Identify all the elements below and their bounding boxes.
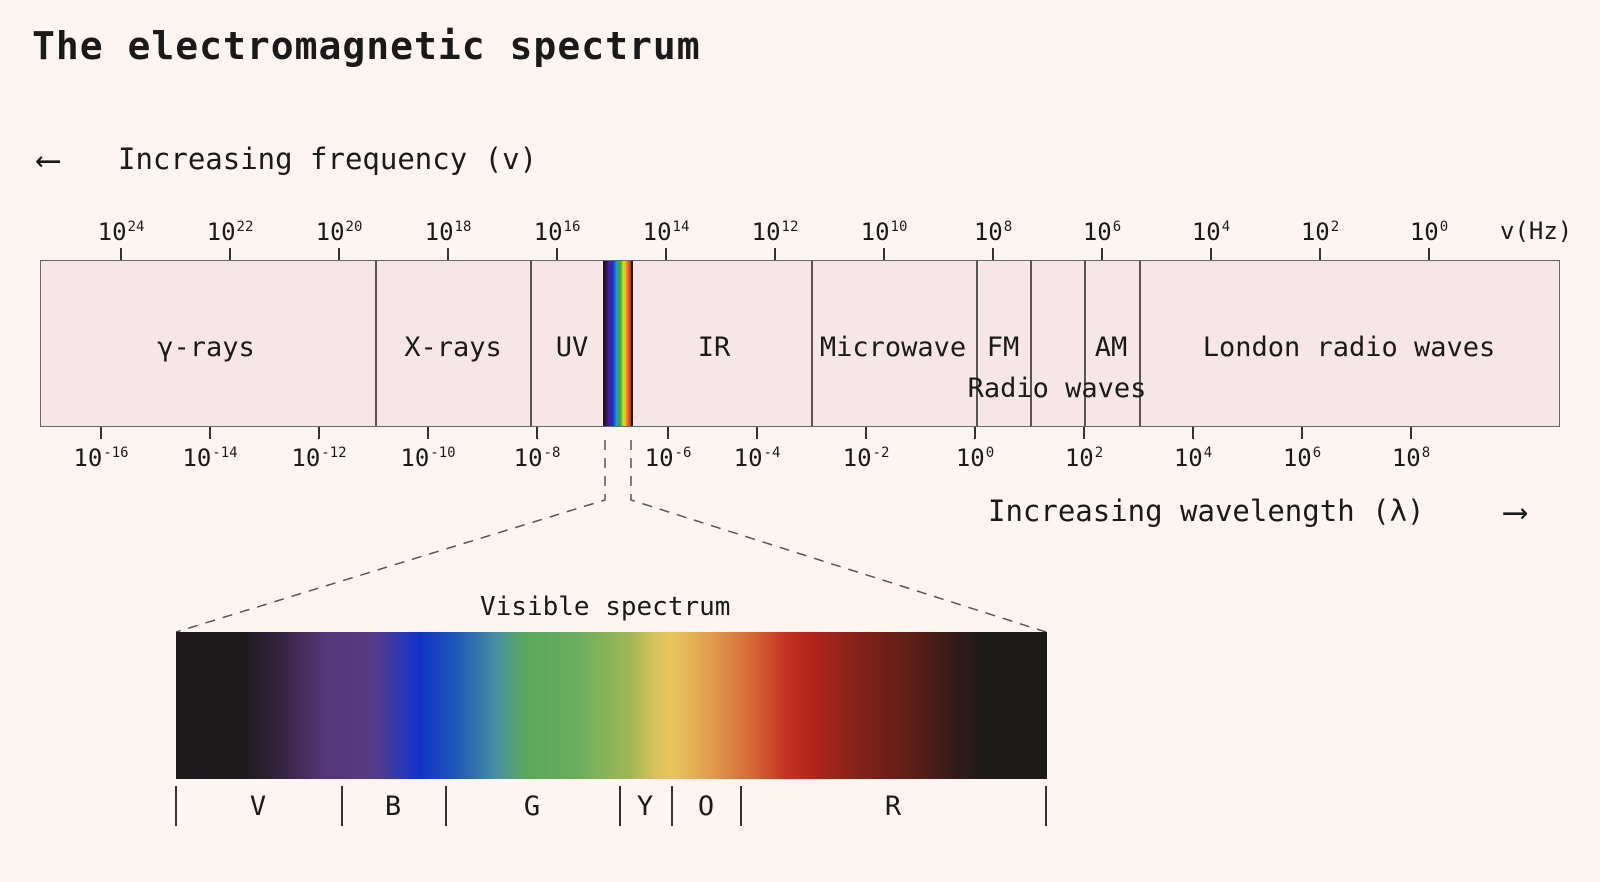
frequency-tick xyxy=(1210,248,1212,260)
wavelength-tick xyxy=(1192,427,1194,439)
frequency-tick xyxy=(774,248,776,260)
wavelength-tick-label: 10-16 xyxy=(73,444,129,472)
frequency-tick xyxy=(665,248,667,260)
color-label-red: R xyxy=(884,791,902,822)
color-label-green: G xyxy=(523,791,541,822)
band-divider xyxy=(375,261,377,426)
color-boundary-tick xyxy=(175,786,177,826)
color-boundary-tick xyxy=(445,786,447,826)
wavelength-tick xyxy=(756,427,758,439)
color-boundary-tick xyxy=(341,786,343,826)
wavelength-tick-label: 10-10 xyxy=(400,444,456,472)
color-label-yellow: Y xyxy=(636,791,654,822)
frequency-tick xyxy=(1319,248,1321,260)
frequency-unit-label: v(Hz) xyxy=(1500,217,1573,245)
frequency-tick-label: 104 xyxy=(1191,218,1231,246)
band-label-xrays: X-rays xyxy=(404,332,502,363)
frequency-tick-label: 1016 xyxy=(533,218,581,246)
band-label-uv: UV xyxy=(555,332,589,363)
band-divider xyxy=(1084,261,1086,426)
wavelength-tick-label: 10-4 xyxy=(733,444,781,472)
wavelength-tick-label: 10-6 xyxy=(644,444,692,472)
frequency-tick-label: 1022 xyxy=(206,218,254,246)
color-boundary-tick xyxy=(619,786,621,826)
wavelength-tick-label: 106 xyxy=(1282,444,1322,472)
band-divider xyxy=(530,261,532,426)
wavelength-tick xyxy=(1083,427,1085,439)
band-divider xyxy=(1139,261,1141,426)
frequency-tick-label: 1010 xyxy=(860,218,908,246)
wavelength-tick xyxy=(865,427,867,439)
band-label-am: AM xyxy=(1094,332,1128,363)
zoom-line-right xyxy=(630,440,1047,633)
color-boundary-tick xyxy=(740,786,742,826)
wavelength-tick xyxy=(427,427,429,439)
wavelength-tick xyxy=(1301,427,1303,439)
color-label-orange: O xyxy=(697,791,715,822)
left-arrow-icon: ⟵ xyxy=(38,140,59,180)
frequency-tick-label: 102 xyxy=(1300,218,1340,246)
frequency-tick-label: 1014 xyxy=(642,218,690,246)
wavelength-tick-label: 10-2 xyxy=(842,444,890,472)
wavelength-tick xyxy=(318,427,320,439)
band-label-london: London radio waves xyxy=(1202,332,1496,363)
visible-spectrum-gradient xyxy=(176,632,1047,779)
wavelength-tick xyxy=(100,427,102,439)
page-title: The electromagnetic spectrum xyxy=(32,24,701,68)
wavelength-tick xyxy=(209,427,211,439)
wavelength-axis-caption: Increasing wavelength (λ) xyxy=(988,494,1425,528)
band-label-gamma: γ-rays xyxy=(157,332,255,363)
wavelength-tick-label: 102 xyxy=(1064,444,1104,472)
frequency-tick xyxy=(556,248,558,260)
frequency-tick-label: 1020 xyxy=(315,218,363,246)
band-label-fm: FM xyxy=(986,332,1020,363)
visible-spectrum-label: Visible spectrum xyxy=(480,592,731,622)
radio-waves-group-label: Radio waves xyxy=(967,373,1147,404)
frequency-tick xyxy=(120,248,122,260)
color-boundary-tick xyxy=(1045,786,1047,826)
wavelength-tick-label: 108 xyxy=(1391,444,1431,472)
visible-band-strip xyxy=(603,261,633,426)
band-divider xyxy=(976,261,978,426)
frequency-tick xyxy=(883,248,885,260)
frequency-tick xyxy=(338,248,340,260)
wavelength-tick xyxy=(1410,427,1412,439)
wavelength-tick-label: 10-12 xyxy=(291,444,347,472)
band-divider xyxy=(1030,261,1032,426)
spectrum-bar xyxy=(40,260,1560,427)
wavelength-tick xyxy=(536,427,538,439)
frequency-tick-label: 108 xyxy=(973,218,1013,246)
wavelength-tick xyxy=(667,427,669,439)
right-arrow-icon: ⟶ xyxy=(1505,492,1526,532)
frequency-tick-label: 1012 xyxy=(751,218,799,246)
color-label-blue: B xyxy=(384,791,402,822)
frequency-tick-label: 1024 xyxy=(97,218,145,246)
band-divider xyxy=(811,261,813,426)
frequency-tick-label: 1018 xyxy=(424,218,472,246)
color-boundary-tick xyxy=(671,786,673,826)
frequency-tick-label: 106 xyxy=(1082,218,1122,246)
frequency-tick xyxy=(229,248,231,260)
band-label-ir: IR xyxy=(697,332,731,363)
frequency-tick xyxy=(992,248,994,260)
zoom-line-left xyxy=(175,440,606,633)
wavelength-tick-label: 100 xyxy=(955,444,995,472)
wavelength-tick-label: 10-8 xyxy=(513,444,561,472)
band-label-microwave: Microwave xyxy=(819,332,967,363)
color-label-violet: V xyxy=(249,791,267,822)
frequency-tick xyxy=(1428,248,1430,260)
wavelength-tick xyxy=(974,427,976,439)
wavelength-tick-label: 104 xyxy=(1173,444,1213,472)
wavelength-tick-label: 10-14 xyxy=(182,444,238,472)
frequency-tick xyxy=(447,248,449,260)
frequency-axis-caption: Increasing frequency (v) xyxy=(118,142,538,176)
frequency-tick xyxy=(1101,248,1103,260)
frequency-tick-label: 100 xyxy=(1409,218,1449,246)
